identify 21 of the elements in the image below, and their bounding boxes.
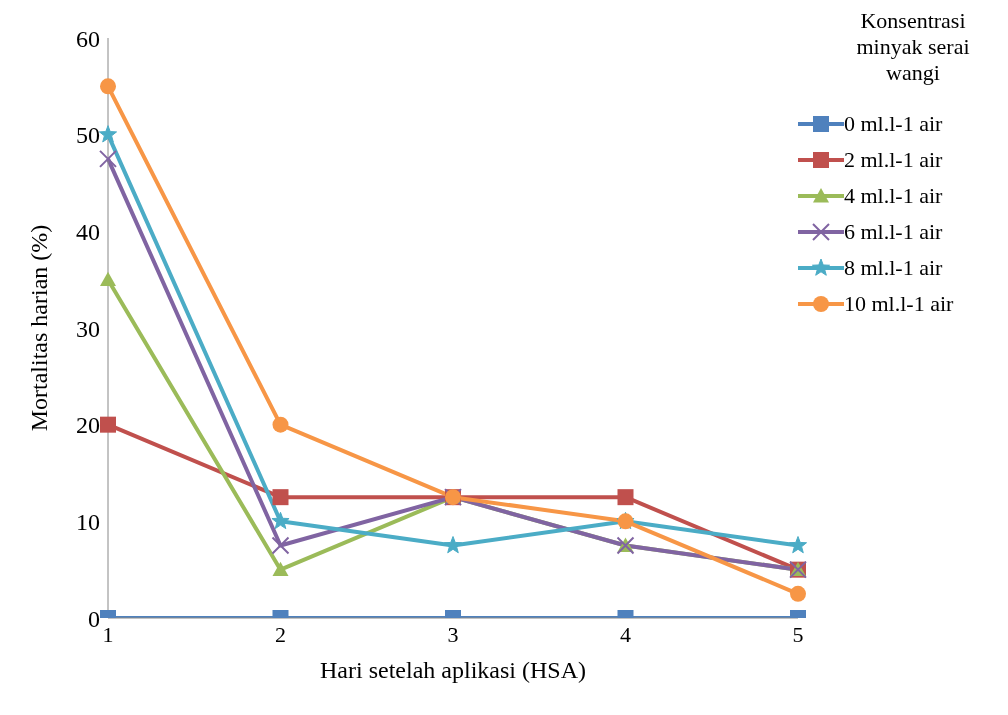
y-tick-label: 50 (76, 122, 100, 149)
y-tick-label: 40 (76, 218, 100, 245)
legend-label: 0 ml.l-1 air (844, 111, 943, 137)
x-tick-label: 1 (102, 621, 114, 647)
x-axis-title: Hari setelah aplikasi (HSA) (320, 657, 586, 683)
legend-label: 6 ml.l-1 air (844, 219, 943, 245)
y-axis-title: Mortalitas harian (%) (25, 224, 52, 432)
y-tick-label: 60 (76, 25, 100, 52)
x-tick-label: 5 (792, 621, 804, 647)
legend-label: 8 ml.l-1 air (844, 255, 943, 281)
y-tick-label: 10 (76, 508, 100, 535)
legend-label: 4 ml.l-1 air (844, 183, 943, 209)
y-tick-label: 30 (76, 315, 100, 342)
legend-title: Konsentrasi minyak serai wangi (855, 8, 971, 86)
x-tick-label: 4 (620, 621, 631, 647)
x-tick-label: 2 (275, 621, 286, 647)
legend-label: 2 ml.l-1 air (844, 147, 943, 173)
y-tick-label: 20 (76, 412, 100, 439)
x-tick-label: 3 (447, 621, 459, 647)
y-tick-label: 0 (88, 605, 100, 632)
legend-label: 10 ml.l-1 air (844, 291, 954, 317)
